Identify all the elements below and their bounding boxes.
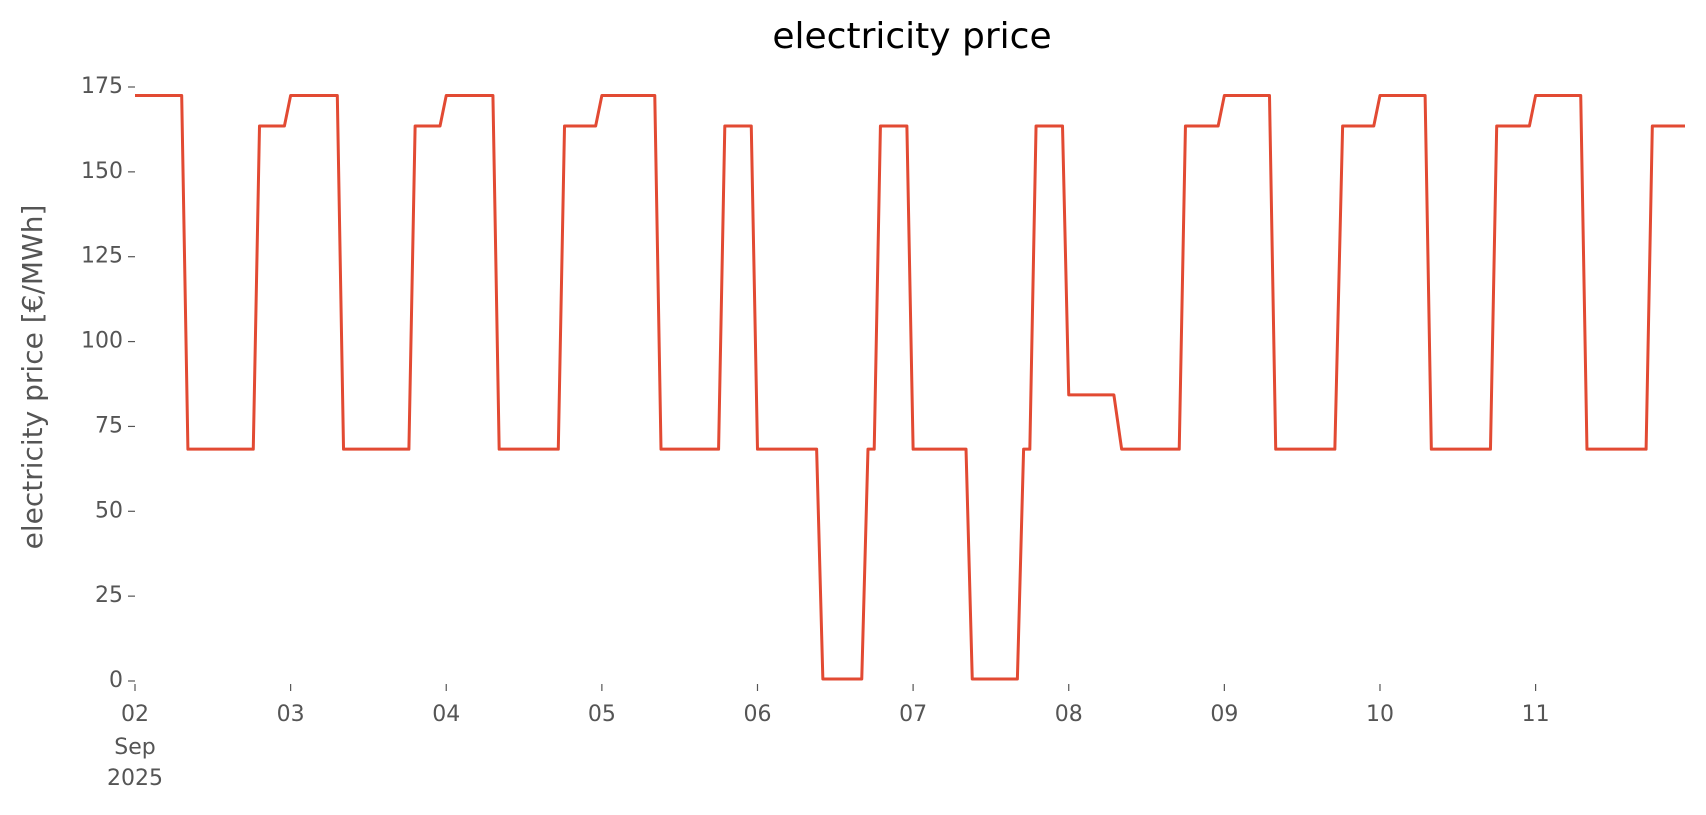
x-tick-label: 03 — [277, 702, 305, 727]
x-tick-label: 11 — [1522, 702, 1550, 727]
y-tick-label: 175 — [81, 74, 123, 99]
y-tick-label: 50 — [95, 498, 123, 523]
price-line — [135, 93, 1685, 681]
x-tick-label: 09 — [1210, 702, 1238, 727]
y-tick-label: 75 — [95, 413, 123, 438]
x-month-label: Sep — [114, 735, 155, 760]
x-tick-label: 07 — [899, 702, 927, 727]
chart-title: electricity price — [772, 16, 1051, 57]
y-tick-label: 125 — [81, 244, 123, 269]
y-axis-label: electricity price [€/MWh] — [16, 205, 49, 550]
y-tick-label: 150 — [81, 159, 123, 184]
y-tick-label: 100 — [81, 329, 123, 354]
x-tick-label: 08 — [1055, 702, 1083, 727]
x-year-label: 2025 — [107, 766, 163, 791]
y-tick-label: 25 — [95, 583, 123, 608]
x-tick-label: 05 — [588, 702, 616, 727]
x-tick-label: 06 — [743, 702, 771, 727]
y-tick-label: 0 — [109, 668, 123, 693]
x-tick-label: 02 — [121, 702, 149, 727]
x-tick-label: 04 — [432, 702, 460, 727]
x-tick-label: 10 — [1366, 702, 1394, 727]
